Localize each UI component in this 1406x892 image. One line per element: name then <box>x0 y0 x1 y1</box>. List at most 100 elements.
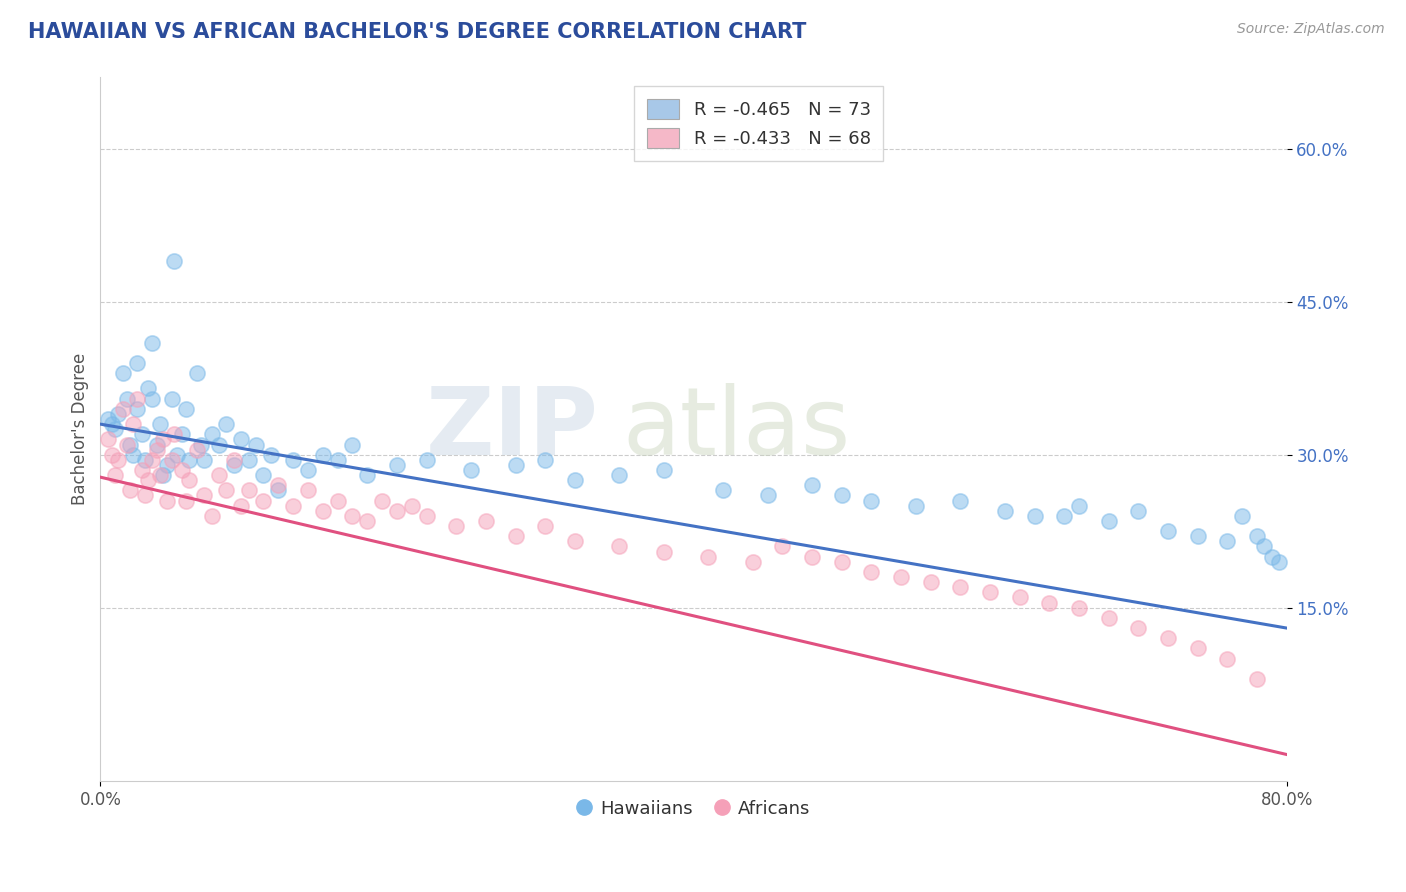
Point <box>97 433 120 447</box>
Point <box>1053 508 1076 523</box>
Point <box>1230 508 1253 523</box>
Point <box>1008 591 1031 605</box>
Point <box>1187 641 1209 656</box>
Point <box>1128 504 1150 518</box>
Point <box>131 463 153 477</box>
Point <box>160 392 183 406</box>
Point <box>115 392 138 406</box>
Point <box>238 483 260 498</box>
Point <box>1246 529 1268 543</box>
Point <box>385 458 408 472</box>
Point <box>1216 534 1239 549</box>
Point <box>505 529 527 543</box>
Point <box>163 254 186 268</box>
Point <box>122 417 145 431</box>
Point <box>652 544 675 558</box>
Point <box>1253 540 1275 554</box>
Point <box>215 483 238 498</box>
Point <box>1024 508 1046 523</box>
Text: atlas: atlas <box>623 384 851 475</box>
Point <box>97 412 120 426</box>
Point <box>904 499 927 513</box>
Point <box>949 493 972 508</box>
Point <box>231 499 253 513</box>
Point <box>111 366 134 380</box>
Point <box>101 448 124 462</box>
Point <box>186 442 208 457</box>
Point <box>460 463 482 477</box>
Point <box>118 437 141 451</box>
Point <box>371 493 394 508</box>
Point <box>176 493 198 508</box>
Point <box>222 452 245 467</box>
Point <box>200 427 222 442</box>
Point <box>176 401 198 416</box>
Point <box>141 452 163 467</box>
Point <box>890 570 912 584</box>
Text: ZIP: ZIP <box>426 384 599 475</box>
Point <box>134 488 156 502</box>
Point <box>136 473 159 487</box>
Point <box>607 468 630 483</box>
Point <box>115 437 138 451</box>
Point <box>131 427 153 442</box>
Point <box>111 401 134 416</box>
Point <box>831 488 853 502</box>
Point <box>160 452 183 467</box>
Point <box>166 448 188 462</box>
Point <box>297 483 319 498</box>
Point <box>920 575 942 590</box>
Y-axis label: Bachelor's Degree: Bachelor's Degree <box>72 353 89 506</box>
Point <box>149 468 172 483</box>
Point <box>281 452 304 467</box>
Point <box>127 392 149 406</box>
Point <box>141 392 163 406</box>
Point <box>860 565 883 579</box>
Point <box>475 514 498 528</box>
Point <box>1038 596 1060 610</box>
Point <box>312 448 335 462</box>
Point <box>127 401 149 416</box>
Point <box>267 478 290 492</box>
Point <box>141 335 163 350</box>
Point <box>1067 499 1090 513</box>
Point <box>564 534 586 549</box>
Point <box>1216 651 1239 665</box>
Point <box>222 458 245 472</box>
Point <box>104 422 127 436</box>
Point <box>356 514 378 528</box>
Point <box>1187 529 1209 543</box>
Point <box>444 519 467 533</box>
Point <box>756 488 779 502</box>
Point <box>149 417 172 431</box>
Point <box>156 458 179 472</box>
Point <box>652 463 675 477</box>
Point <box>134 452 156 467</box>
Point <box>297 463 319 477</box>
Point <box>831 555 853 569</box>
Point <box>994 504 1017 518</box>
Point <box>179 452 201 467</box>
Point <box>152 468 174 483</box>
Point <box>170 463 193 477</box>
Point <box>245 437 267 451</box>
Point <box>215 417 238 431</box>
Point <box>122 448 145 462</box>
Point <box>505 458 527 472</box>
Point <box>193 488 215 502</box>
Point <box>801 478 824 492</box>
Point <box>741 555 763 569</box>
Point <box>415 508 437 523</box>
Point <box>208 437 231 451</box>
Point <box>170 427 193 442</box>
Point <box>1261 549 1284 564</box>
Point <box>1067 600 1090 615</box>
Point <box>156 493 179 508</box>
Point <box>401 499 423 513</box>
Point <box>1268 555 1291 569</box>
Point <box>342 508 364 523</box>
Legend: Hawaiians, Africans: Hawaiians, Africans <box>569 792 817 825</box>
Point <box>208 468 231 483</box>
Point <box>190 437 212 451</box>
Point <box>163 427 186 442</box>
